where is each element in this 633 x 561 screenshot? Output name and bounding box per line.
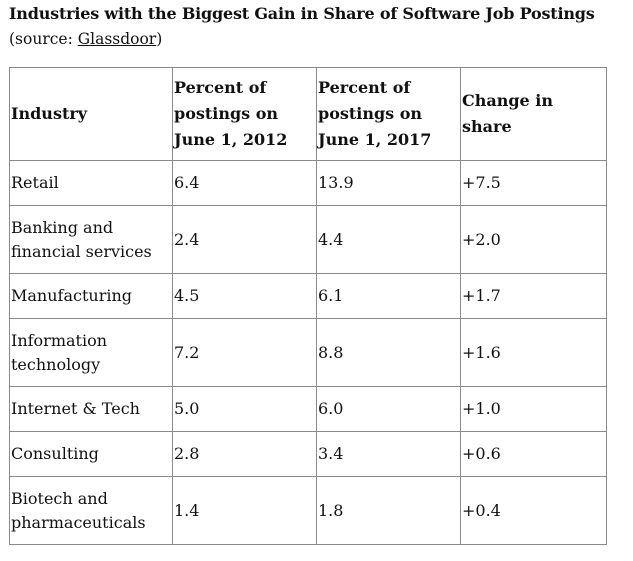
table-row: Banking and financial services 2.4 4.4 +… [9,205,607,274]
cell-industry: Banking and financial services [9,205,173,274]
page-title: Industries with the Biggest Gain in Shar… [9,4,595,23]
cell-2017: 6.1 [316,273,461,319]
source-suffix: ) [156,30,163,48]
header-2012: Percent of postings on June 1, 2012 [172,67,317,161]
table-header-row: Industry Percent of postings on June 1, … [9,67,607,161]
cell-2012: 6.4 [172,160,317,206]
header-change: Change in share [460,67,607,161]
table-row: Internet & Tech 5.0 6.0 +1.0 [9,386,607,432]
cell-2012: 7.2 [172,318,317,387]
table-row: Manufacturing 4.5 6.1 +1.7 [9,273,607,319]
cell-industry: Information technology [9,318,173,387]
data-table: Industry Percent of postings on June 1, … [9,67,607,545]
cell-change: +0.4 [460,476,607,545]
table-row: Consulting 2.8 3.4 +0.6 [9,431,607,477]
cell-change: +1.6 [460,318,607,387]
cell-2017: 13.9 [316,160,461,206]
cell-2012: 5.0 [172,386,317,432]
cell-industry: Biotech and pharmaceuticals [9,476,173,545]
table-row: Biotech and pharmaceuticals 1.4 1.8 +0.4 [9,476,607,545]
cell-2012: 2.8 [172,431,317,477]
cell-2017: 6.0 [316,386,461,432]
cell-change: +1.0 [460,386,607,432]
cell-change: +1.7 [460,273,607,319]
cell-2012: 1.4 [172,476,317,545]
cell-2012: 4.5 [172,273,317,319]
cell-2017: 4.4 [316,205,461,274]
source-link[interactable]: Glassdoor [77,30,157,48]
table-row: Retail 6.4 13.9 +7.5 [9,160,607,206]
cell-2017: 3.4 [316,431,461,477]
cell-change: +2.0 [460,205,607,274]
cell-2017: 8.8 [316,318,461,387]
cell-change: +7.5 [460,160,607,206]
cell-2017: 1.8 [316,476,461,545]
cell-industry: Consulting [9,431,173,477]
source-line: (source: Glassdoor) [9,30,162,48]
cell-change: +0.6 [460,431,607,477]
header-2017: Percent of postings on June 1, 2017 [316,67,461,161]
table-row: Information technology 7.2 8.8 +1.6 [9,318,607,387]
source-prefix: (source: [9,30,78,48]
cell-industry: Retail [9,160,173,206]
cell-2012: 2.4 [172,205,317,274]
cell-industry: Internet & Tech [9,386,173,432]
header-industry: Industry [9,67,173,161]
cell-industry: Manufacturing [9,273,173,319]
